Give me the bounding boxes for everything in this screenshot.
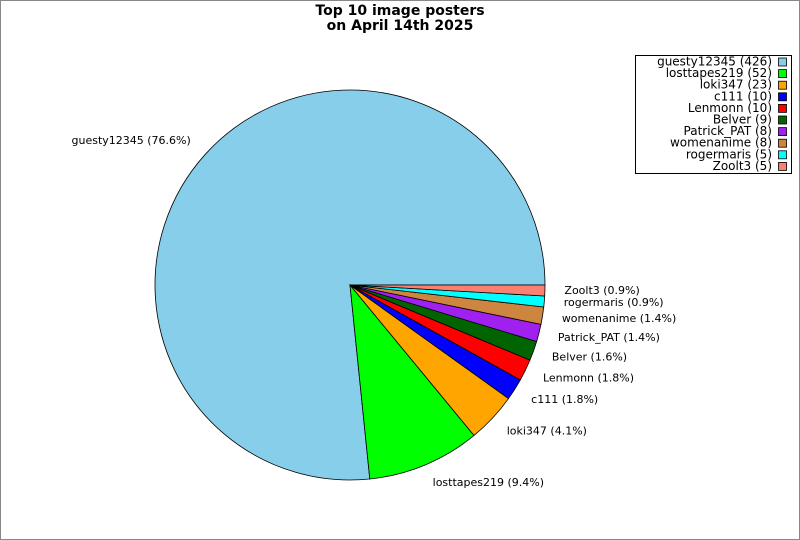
legend-label: Patrick_PAT (8) xyxy=(684,124,772,138)
slice-label: c111 (1.8%) xyxy=(531,393,598,406)
slice-label: Belver (1.6%) xyxy=(552,350,627,363)
legend-swatch xyxy=(778,92,787,102)
legend-swatch xyxy=(778,127,787,136)
slice-label: rogermaris (0.9%) xyxy=(564,296,664,309)
legend-label: Zoolt3 (5) xyxy=(713,159,772,173)
slice-label: loki347 (4.1%) xyxy=(507,424,587,437)
slice-label: losttapes219 (9.4%) xyxy=(433,476,544,489)
legend-label: Belver (9) xyxy=(713,113,772,127)
slice-label: guesty12345 (76.6%) xyxy=(72,134,191,147)
legend-label: rogermaris (5) xyxy=(686,147,772,161)
chart-title: Top 10 image posters xyxy=(315,3,484,19)
legend-swatch xyxy=(778,150,787,160)
legend-swatch xyxy=(778,80,787,90)
legend-swatch xyxy=(778,57,787,67)
legend-swatch xyxy=(778,69,787,78)
slice-label: Patrick_PAT (1.4%) xyxy=(558,331,660,344)
legend-swatch xyxy=(778,115,787,125)
legend-label: loki347 (23) xyxy=(700,78,772,92)
legend-swatch xyxy=(778,104,787,113)
slice-label: womenanime (1.4%) xyxy=(562,312,676,325)
slice-label: Lenmonn (1.8%) xyxy=(543,372,634,385)
pie-slice xyxy=(349,284,546,297)
pie-slice xyxy=(154,89,546,481)
legend-label: losttapes219 (52) xyxy=(666,66,772,80)
chart-title: on April 14th 2025 xyxy=(327,18,474,34)
legend-label: c111 (10) xyxy=(714,89,772,103)
legend-swatch xyxy=(778,138,787,148)
legend-box xyxy=(635,55,792,174)
legend-label: Lenmonn (10) xyxy=(688,101,772,115)
legend-label: womenanime (8) xyxy=(670,136,772,150)
legend-swatch xyxy=(778,161,787,171)
slice-label: Zoolt3 (0.9%) xyxy=(564,284,639,297)
legend-label: guesty12345 (426) xyxy=(657,55,772,69)
pie-slice xyxy=(349,283,475,480)
